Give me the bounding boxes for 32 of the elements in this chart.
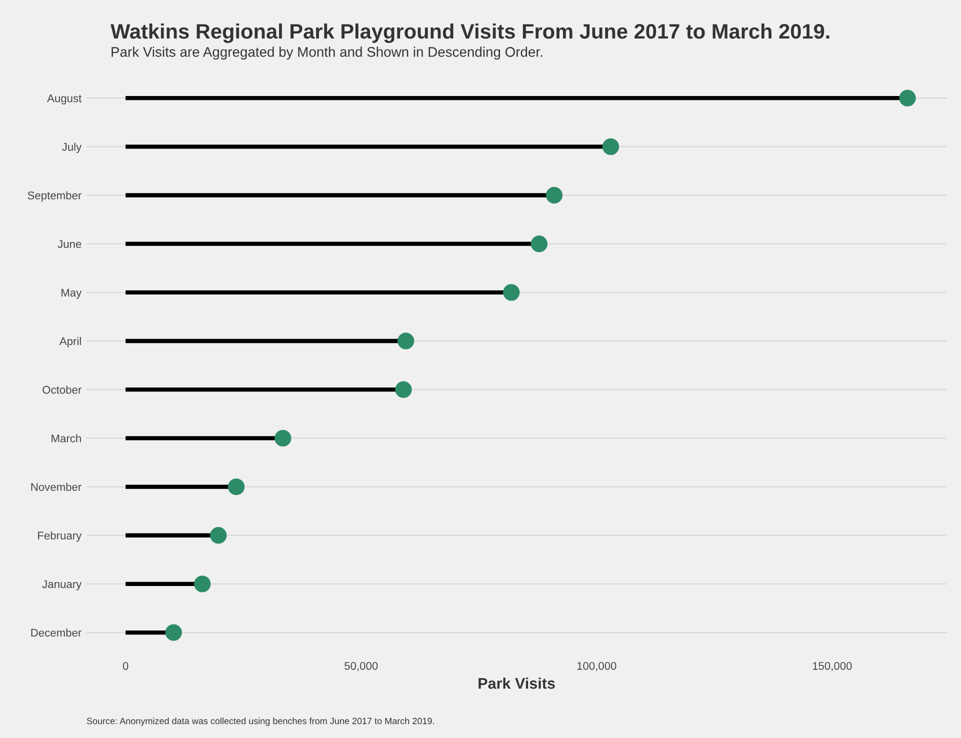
y-tick-label: April xyxy=(59,336,81,348)
y-tick-label: March xyxy=(52,434,81,442)
point xyxy=(395,381,412,398)
y-tick-label: August xyxy=(47,94,82,104)
chart-title: Watkins Regional Park Playground Visits From June 2017 to March 2019. xyxy=(110,23,830,43)
x-tick-label: 100,000 xyxy=(577,662,616,672)
point xyxy=(398,332,414,350)
y-tick-label: January xyxy=(42,580,82,590)
y-tick-label: July xyxy=(62,142,82,154)
point xyxy=(899,90,916,106)
point xyxy=(530,236,548,252)
y-tick-label: September xyxy=(28,191,82,202)
point xyxy=(546,186,563,204)
y-tick-label: February xyxy=(38,531,82,542)
chart-subtitle: Park Visits are Aggregated by Month and Shown in Descending Order. xyxy=(112,46,542,60)
point xyxy=(165,624,182,641)
point xyxy=(194,576,211,592)
x-tick-label: 50,000 xyxy=(344,662,378,672)
point xyxy=(210,527,227,544)
point xyxy=(503,284,520,301)
x-tick-label: 150,000 xyxy=(812,662,852,672)
y-tick-label: May xyxy=(62,288,82,299)
x-tick-label: 0 xyxy=(122,662,128,670)
point xyxy=(228,478,245,496)
y-tick-label: November xyxy=(31,482,82,491)
point xyxy=(602,138,620,156)
point xyxy=(274,430,292,447)
x-axis-title: Park Visits xyxy=(478,678,555,689)
y-tick-label: December xyxy=(31,628,82,637)
source-note: Source: Anonymized data was collected using benches from June 2017 to March 2019. xyxy=(86,718,434,726)
y-tick-label: June xyxy=(58,240,82,248)
y-tick-label: October xyxy=(42,386,82,394)
